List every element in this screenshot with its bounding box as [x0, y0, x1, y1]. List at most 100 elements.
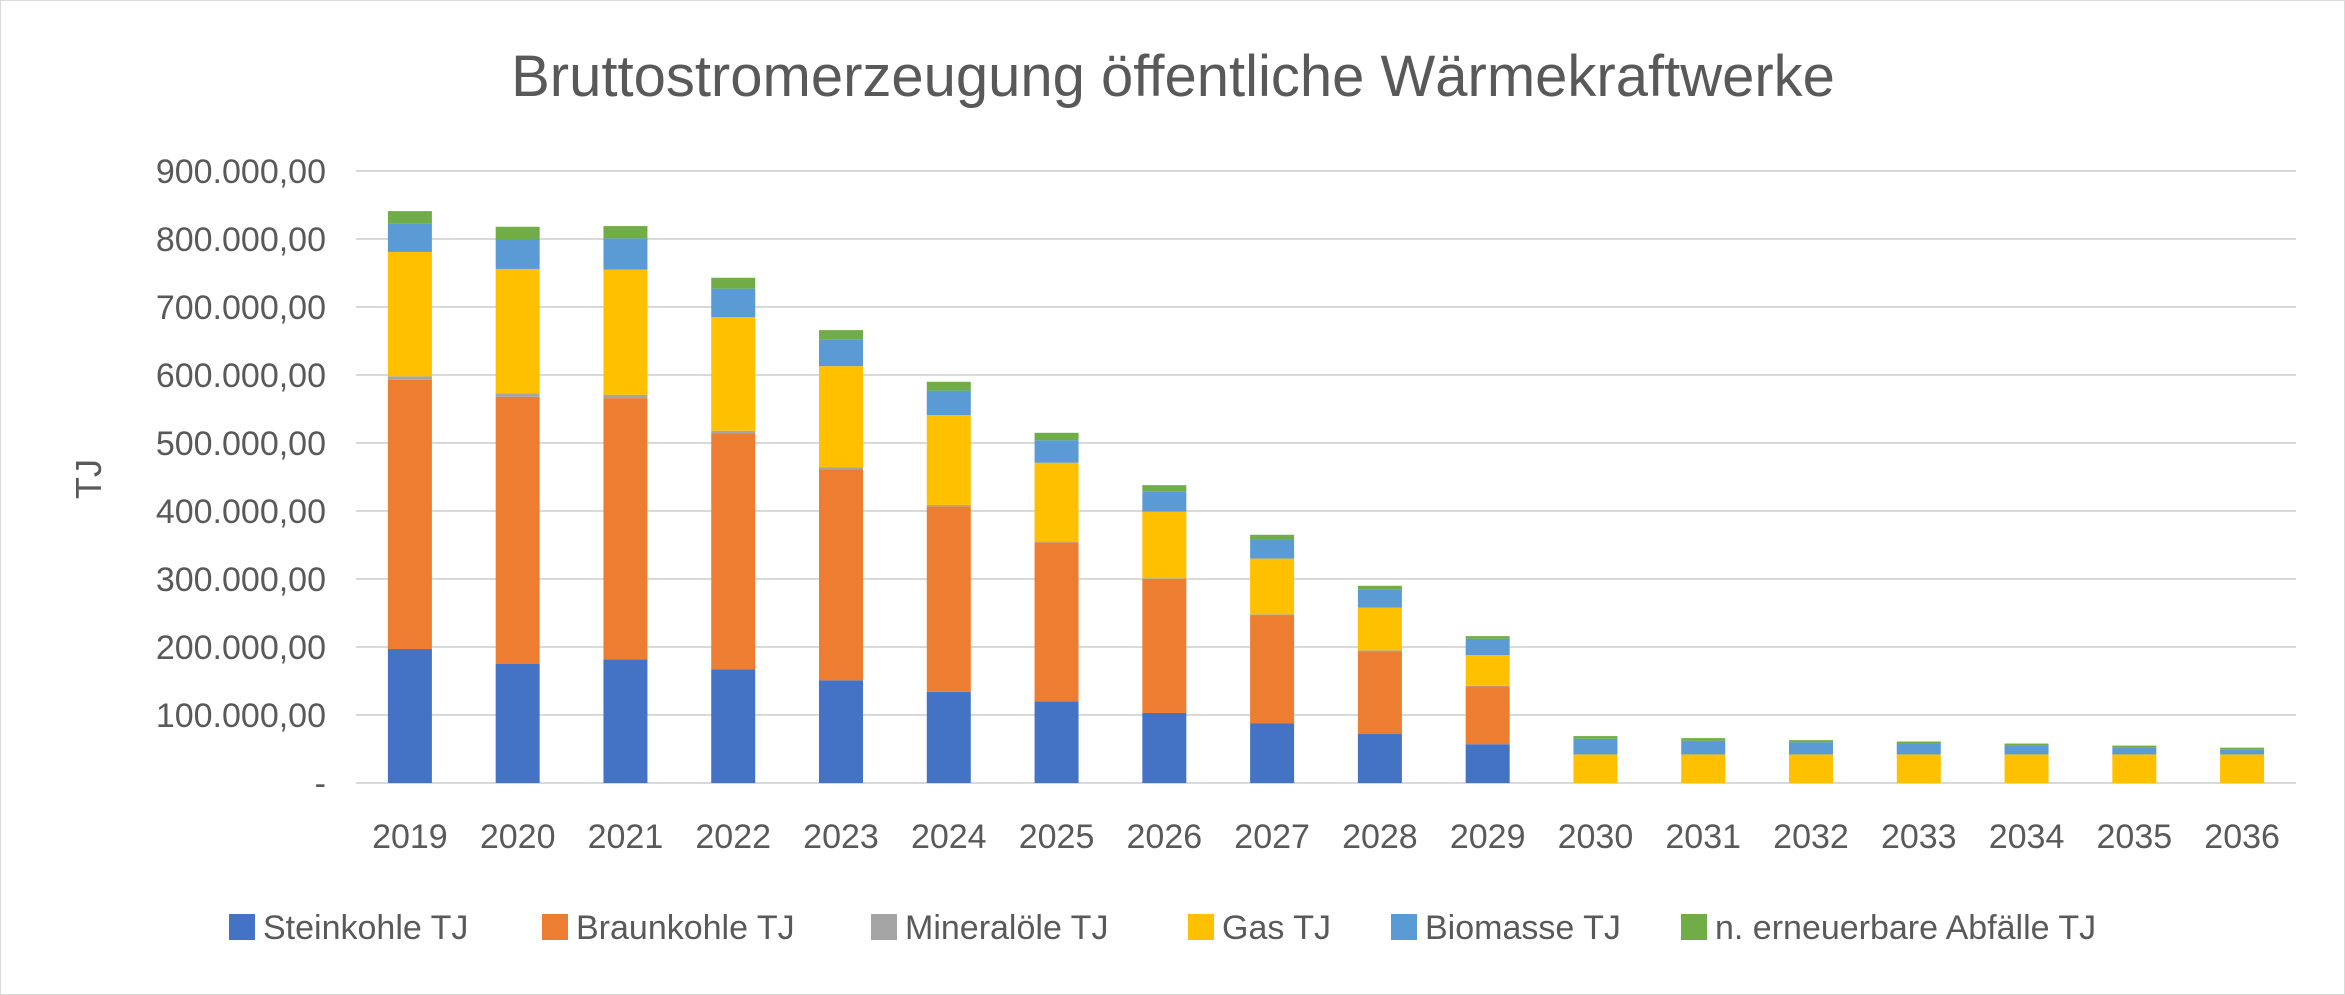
bar-segment [603, 238, 648, 270]
bar-segment [2004, 745, 2049, 755]
bar-segment [603, 226, 648, 239]
legend-label: Braunkohle TJ [576, 909, 795, 947]
bar-segment [1896, 741, 1941, 744]
bar-segment [1142, 578, 1187, 579]
x-tick-label: 2026 [1127, 818, 1203, 856]
bar-segment [1250, 534, 1295, 540]
legend-item: Biomasse TJ [1391, 909, 1621, 947]
bar-segment [1142, 712, 1187, 783]
bar-segment [387, 649, 432, 783]
x-tick-label: 2025 [1019, 818, 1095, 856]
legend-item: Gas TJ [1188, 909, 1331, 947]
x-tick-label: 2023 [803, 818, 879, 856]
bar-segment [387, 223, 432, 252]
legend-label: Gas TJ [1222, 909, 1331, 947]
bar-segment [711, 430, 756, 434]
x-tick-label: 2036 [2204, 818, 2280, 856]
bar-segment [1789, 740, 1833, 743]
bar-segment [926, 691, 971, 783]
bar-segment [1357, 650, 1402, 652]
bar-segment [1465, 655, 1510, 686]
bar-segment [819, 680, 863, 783]
bar-segment [495, 396, 540, 664]
bar-segment [1142, 485, 1187, 492]
bar-segment [1465, 686, 1510, 745]
legend-item: Braunkohle TJ [542, 909, 795, 947]
legend-swatch [542, 914, 568, 940]
bar-segment [495, 226, 540, 239]
legend-item: Mineralöle TJ [871, 909, 1108, 947]
bar-segment [926, 504, 971, 507]
bar-segment [1034, 432, 1079, 441]
x-tick-label: 2032 [1773, 818, 1849, 856]
bar-segment [711, 433, 756, 670]
bar-segment [1357, 734, 1402, 783]
x-axis-ticks: 2019 2020 2021 2022 2023 2024 2025 2026 2027 2028… [372, 818, 2280, 856]
legend-label: Biomasse TJ [1425, 909, 1621, 947]
x-tick-label: 2029 [1450, 818, 1526, 856]
bar-segment [387, 379, 432, 650]
bar-segment [1357, 607, 1402, 651]
legend-swatch [1391, 914, 1417, 940]
bar-segment [1465, 638, 1510, 656]
x-tick-label: 2034 [1989, 818, 2065, 856]
y-tick-label: 900.000,00 [156, 153, 326, 191]
chart-title: Bruttostromerzeugung öffentliche Wärmekr… [511, 44, 1835, 109]
y-tick-label: 200.000,00 [156, 629, 326, 667]
bar-segment [1465, 685, 1510, 687]
bar-segment [603, 394, 648, 399]
bar-segment [2112, 754, 2157, 783]
bar-segment [1896, 743, 1941, 755]
y-tick-label: 600.000,00 [156, 357, 326, 395]
x-tick-label: 2022 [695, 818, 771, 856]
bar-segment [2112, 745, 2157, 748]
bar-segment [711, 288, 756, 318]
legend-label: Steinkohle TJ [263, 909, 468, 947]
bar-segment [2004, 754, 2049, 783]
bar-segment [1142, 491, 1187, 512]
bar-segment [819, 339, 863, 367]
y-tick-label: - [315, 765, 326, 803]
bar-segment [2112, 747, 2157, 755]
x-tick-label: 2024 [911, 818, 987, 856]
bar-segment [1465, 636, 1510, 639]
bar-segment [1573, 754, 1618, 783]
x-tick-label: 2021 [588, 818, 664, 856]
bar-segment [387, 376, 432, 380]
bar-segment [1681, 738, 1726, 741]
bar-segment [387, 211, 432, 224]
bar-segment [711, 277, 756, 289]
bar-segment [603, 269, 648, 395]
bar-segment [819, 366, 863, 468]
bar-segment [1250, 723, 1295, 783]
bar-segment [1357, 589, 1402, 608]
bar-segment [819, 469, 863, 681]
bar-segment [495, 239, 540, 269]
bar-segment [1034, 541, 1079, 543]
bar-segment [1465, 744, 1510, 783]
x-tick-label: 2033 [1881, 818, 1957, 856]
bar-segment [1357, 651, 1402, 735]
bar-segment [1034, 542, 1079, 702]
bar-segment [387, 251, 432, 377]
x-tick-label: 2020 [480, 818, 556, 856]
bar-segment [495, 664, 540, 783]
bars [387, 211, 2265, 783]
legend-swatch [871, 914, 897, 940]
bar-segment [1142, 511, 1187, 579]
bar-segment [1250, 558, 1295, 615]
bar-segment [1357, 585, 1402, 590]
bar-segment [711, 669, 756, 783]
bar-segment [1789, 742, 1833, 755]
y-tick-label: 500.000,00 [156, 425, 326, 463]
bar-segment [1142, 579, 1187, 713]
bar-segment [819, 330, 863, 340]
bar-segment [819, 467, 863, 470]
x-tick-label: 2030 [1558, 818, 1634, 856]
bar-segment [1034, 440, 1079, 463]
legend-swatch [1681, 914, 1707, 940]
bar-segment [926, 390, 971, 416]
bar-segment [1250, 614, 1295, 616]
bar-segment [603, 659, 648, 783]
